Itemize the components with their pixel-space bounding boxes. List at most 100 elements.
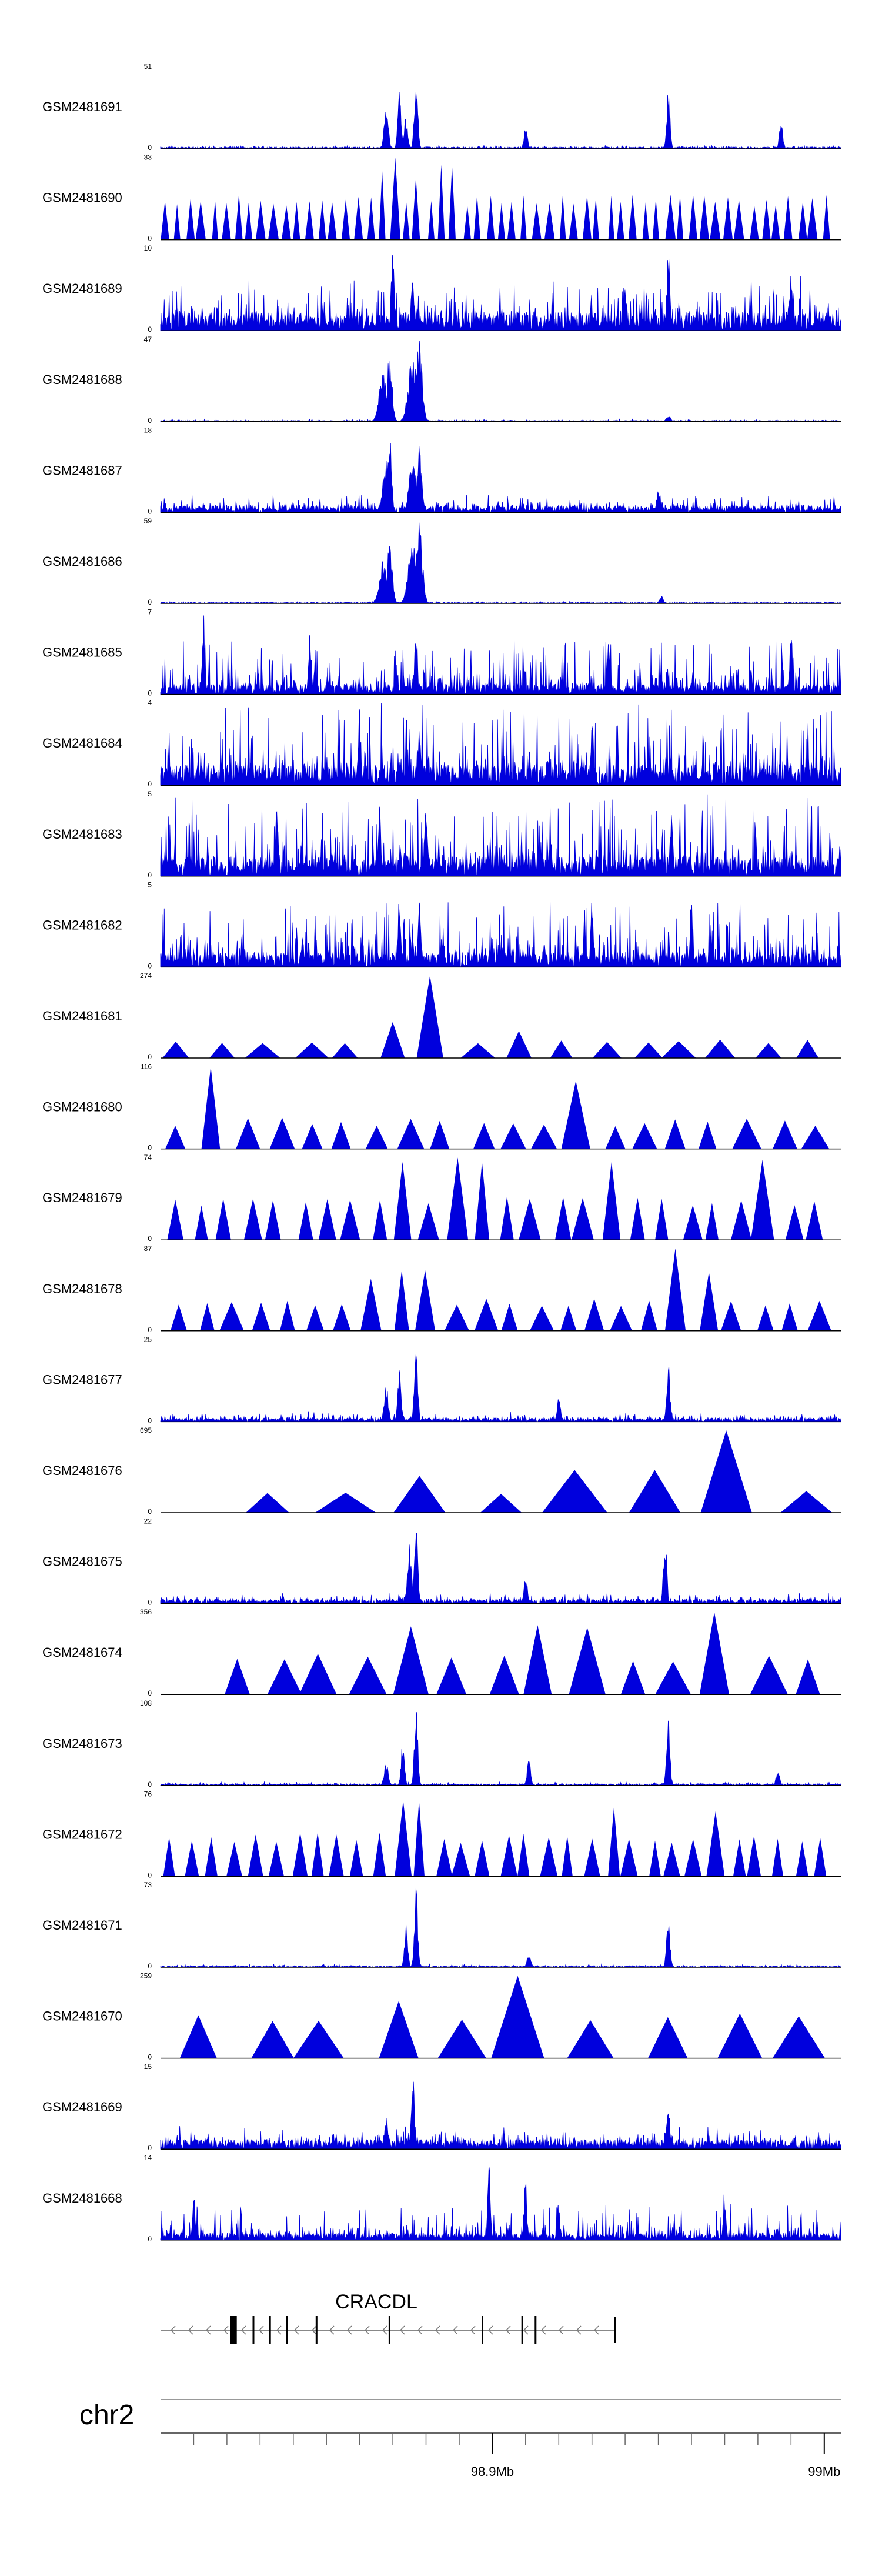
track-label: GSM2481683	[42, 827, 122, 842]
chromosome-label: chr2	[79, 2400, 134, 2431]
track-label: GSM2481687	[42, 463, 122, 478]
axis-tick-label: 99Mb	[808, 2464, 840, 2479]
y-max-label: 15	[144, 2063, 152, 2071]
coverage-triangle	[373, 1200, 387, 1240]
coverage-triangle	[814, 1837, 827, 1877]
coverage-triangle	[306, 1305, 324, 1331]
strand-arrow	[593, 2325, 599, 2335]
coverage-triangle	[225, 1659, 250, 1695]
coverage-triangle	[689, 193, 697, 240]
coverage-triangle	[592, 1042, 622, 1058]
coverage-triangle	[245, 1043, 280, 1058]
coverage-triangle	[379, 2001, 419, 2058]
track-label: GSM2481670	[42, 2009, 122, 2024]
y-zero-label: 0	[148, 1780, 152, 1788]
coverage-triangle	[165, 1126, 186, 1149]
y-max-label: 59	[144, 517, 152, 525]
coverage-triangle	[700, 1430, 752, 1513]
coverage-triangle	[629, 1470, 681, 1513]
coverage-area	[160, 703, 841, 786]
y-zero-label: 0	[148, 1507, 152, 1516]
coverage-triangle	[723, 197, 733, 240]
coverage-triangle	[732, 1119, 761, 1149]
coverage-triangle	[699, 195, 709, 240]
coverage-triangle	[349, 1840, 363, 1877]
exon-mark	[315, 2316, 318, 2344]
coverage-triangle	[333, 1304, 351, 1331]
coverage-triangle	[655, 1661, 691, 1695]
track-label: GSM2481672	[42, 1827, 122, 1841]
coverage-triangle	[630, 1197, 645, 1240]
track-label: GSM2481682	[42, 917, 122, 932]
coverage-triangle	[380, 1022, 405, 1058]
y-max-label: 116	[141, 1063, 152, 1071]
exon-mark	[230, 2316, 237, 2344]
coverage-triangle	[771, 205, 780, 240]
coverage-triangle	[517, 1833, 530, 1877]
y-max-label: 10	[144, 244, 152, 252]
coverage-triangle	[397, 1119, 425, 1149]
gene-annotation-track: CRACDL	[161, 2291, 616, 2344]
coverage-triangle	[663, 1843, 680, 1877]
track-GSM2481675: GSM2481675 22 0	[42, 1517, 841, 1607]
coverage-triangle	[717, 2013, 763, 2058]
coverage-triangle	[780, 1491, 833, 1513]
track-label: GSM2481676	[42, 1463, 122, 1478]
track-GSM2481684: GSM2481684 4 0	[42, 699, 841, 788]
coverage-triangle	[195, 1205, 208, 1240]
strand-arrow	[170, 2325, 176, 2335]
coverage-triangle	[620, 1838, 638, 1877]
strand-arrow	[311, 2325, 317, 2335]
track-GSM2481671: GSM2481671 73 0	[42, 1881, 841, 1970]
coverage-triangle	[584, 1299, 604, 1331]
coverage-triangle	[200, 1303, 215, 1331]
track-GSM2481679: GSM2481679 74 0	[42, 1153, 841, 1243]
coverage-triangle	[523, 1625, 552, 1695]
y-zero-label: 0	[148, 1326, 152, 1334]
coverage-triangle	[415, 1270, 436, 1331]
coverage-triangle	[195, 201, 206, 240]
coverage-triangle	[393, 1626, 429, 1695]
y-max-label: 25	[144, 1335, 152, 1343]
coverage-triangle	[215, 1198, 231, 1240]
coverage-triangle	[757, 1305, 774, 1331]
y-zero-label: 0	[148, 689, 152, 698]
coverage-triangle	[721, 1301, 741, 1331]
coverage-triangle	[582, 195, 592, 240]
coverage-triangle	[762, 199, 771, 240]
y-zero-label: 0	[148, 598, 152, 606]
coverage-triangle	[560, 1306, 577, 1331]
coverage-triangle	[451, 1843, 470, 1877]
coverage-triangle	[506, 1031, 532, 1058]
y-max-label: 108	[140, 1699, 152, 1707]
y-zero-label: 0	[148, 780, 152, 788]
coverage-triangle	[731, 1200, 752, 1240]
coverage-triangle	[460, 1043, 496, 1058]
coverage-triangle	[706, 1811, 725, 1877]
exon-mark	[269, 2316, 271, 2344]
coverage-triangle	[773, 1120, 797, 1149]
coverage-triangle	[652, 198, 659, 240]
track-label: GSM2481681	[42, 1009, 122, 1023]
coverage-triangle	[315, 1493, 376, 1513]
coverage-triangle	[555, 1197, 572, 1240]
track-label: GSM2481673	[42, 1736, 122, 1751]
coverage-triangle	[781, 1303, 798, 1331]
coverage-triangle	[542, 1470, 607, 1513]
strand-arrow	[329, 2325, 335, 2335]
coverage-triangle	[683, 1205, 703, 1240]
coverage-triangle	[201, 1066, 220, 1149]
coverage-triangle	[500, 1123, 526, 1149]
coverage-triangle	[367, 197, 375, 240]
coverage-triangle	[205, 1837, 218, 1877]
coverage-triangle	[649, 1840, 661, 1877]
coverage-triangle	[354, 196, 363, 240]
coverage-triangle	[544, 203, 555, 240]
coverage-triangle	[684, 1839, 702, 1877]
track-GSM2481691: GSM2481691 51 0	[42, 62, 841, 152]
coverage-triangle	[491, 1976, 544, 2058]
track-GSM2481674: GSM2481674 356 0	[42, 1608, 841, 1697]
coverage-triangle	[436, 1838, 453, 1877]
coverage-triangle	[475, 1162, 490, 1240]
coverage-triangle	[550, 1040, 573, 1058]
